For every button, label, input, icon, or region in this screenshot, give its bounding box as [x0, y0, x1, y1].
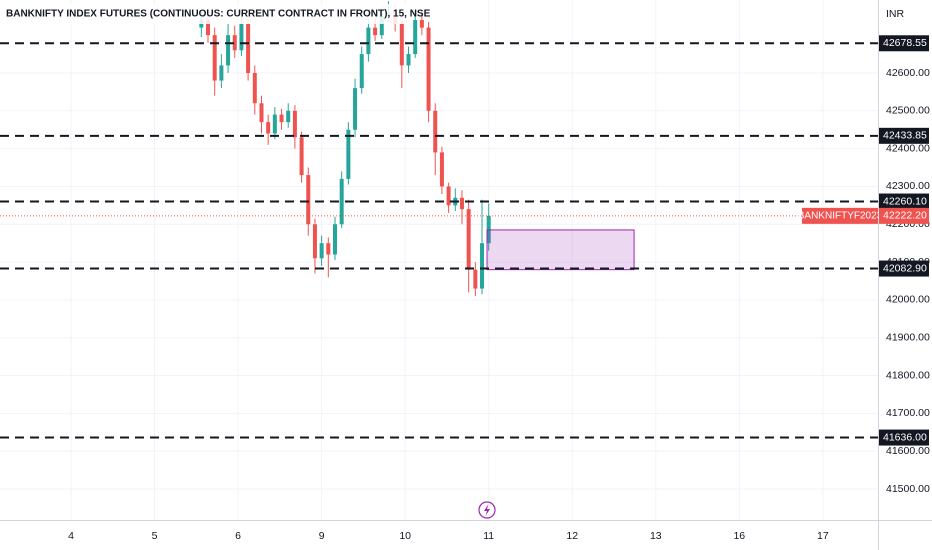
candle-body	[459, 197, 464, 210]
candle-body	[359, 54, 364, 89]
candle-body	[446, 186, 451, 206]
candle-body	[373, 27, 378, 36]
candle-body	[332, 224, 337, 255]
candle-body	[319, 243, 324, 259]
y-tick-label: 41900.00	[886, 331, 930, 343]
x-tick-label: 16	[733, 530, 745, 542]
candle-body	[272, 114, 277, 134]
candle-body	[306, 175, 311, 225]
candle-body	[246, 23, 251, 73]
candle-body	[426, 27, 431, 111]
candle-body	[252, 72, 257, 104]
currency: INR	[886, 8, 905, 20]
title-bg	[0, 4, 410, 24]
x-tick-label: 12	[566, 530, 578, 542]
y-tick-label: 42000.00	[886, 294, 930, 306]
candle-body	[232, 35, 237, 51]
candle-body	[406, 54, 411, 66]
level-label-bg	[879, 35, 929, 52]
x-tick-label: 10	[399, 530, 411, 542]
candle-body	[419, 20, 424, 28]
level-label: 42678.55	[883, 37, 927, 49]
candle-body	[326, 243, 331, 255]
x-tick-label: 5	[152, 530, 158, 542]
candle-body	[312, 224, 317, 259]
zone	[486, 229, 635, 271]
candle-body	[439, 152, 444, 187]
candle-body	[379, 16, 384, 36]
level-label: 42433.85	[883, 130, 927, 142]
level-label-bg	[879, 260, 929, 277]
y-tick-label: 41700.00	[886, 407, 930, 419]
chart-title: BANKNIFTY INDEX FUTURES (CONTINUOUS: CUR…	[6, 9, 431, 20]
y-tick-label: 41600.00	[886, 445, 930, 457]
x-tick-label: 17	[817, 530, 829, 542]
level-label: 42082.90	[883, 262, 927, 274]
x-tick-label: 13	[650, 530, 662, 542]
level-label: 42260.10	[883, 195, 927, 207]
candle-body	[366, 27, 371, 55]
level-label-bg	[879, 127, 929, 144]
level-label-bg	[879, 429, 929, 446]
y-tick-label: 41800.00	[886, 369, 930, 381]
candle-body	[433, 110, 438, 153]
x-tick-label: 4	[68, 530, 74, 542]
last-price-label-bg	[879, 207, 929, 224]
candle-body	[480, 243, 485, 289]
candle-body	[212, 35, 217, 81]
candle-body	[279, 114, 284, 123]
x-tick-label: 11	[483, 530, 494, 542]
candle-body	[399, 23, 404, 66]
lightning-icon[interactable]	[478, 501, 496, 519]
candle-body	[259, 103, 264, 123]
symbol-label: BANKNIFTYF2023	[798, 211, 883, 222]
candle-body	[413, 20, 418, 55]
candle-body	[466, 209, 471, 270]
candle-body	[292, 110, 297, 138]
candle-body	[353, 88, 358, 130]
candle-body	[266, 122, 271, 134]
level-label-bg	[879, 193, 929, 210]
last-price-label: 42222.20	[883, 210, 927, 222]
candle-body	[239, 23, 244, 51]
candle-body	[299, 137, 304, 176]
y-tick-label: 42300.00	[886, 180, 930, 192]
overlay: 42678.55 42433.85 42260.10 42082.90 41636.00…	[0, 35, 929, 446]
x-tick-label: 9	[319, 530, 325, 542]
candle-body	[473, 269, 478, 289]
level-label: 41636.00	[883, 431, 927, 443]
candle-body	[339, 178, 344, 225]
y-tick-label: 42600.00	[886, 67, 930, 79]
candle-body	[226, 35, 231, 66]
y-tick-label: 41500.00	[886, 483, 930, 495]
symbol-label-bg	[802, 207, 878, 224]
y-tick-label: 42400.00	[886, 142, 930, 154]
y-tick-label: 42500.00	[886, 105, 930, 117]
candle-body	[346, 129, 351, 179]
candle-body	[206, 20, 211, 36]
candle-body	[286, 110, 291, 123]
candle-body	[219, 65, 224, 81]
x-tick-label: 6	[235, 530, 241, 542]
